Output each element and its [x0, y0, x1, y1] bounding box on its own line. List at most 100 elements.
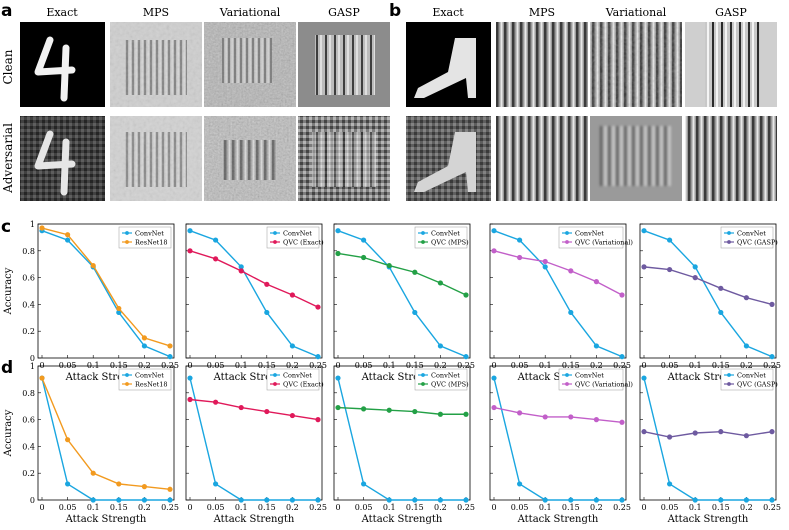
data-point: [213, 256, 219, 262]
plot-frame: [333, 223, 471, 359]
x-tick-label: 0.1: [87, 361, 100, 370]
chart-d-1: 0 0.05 0.1 0.15 0.2 0.25 0 0.2 0.4 0.6 0.8 1 Attack …: [3, 362, 179, 525]
y-tick-label: 0.2: [22, 469, 35, 478]
x-tick-label: 0.2: [590, 361, 603, 370]
data-point: [517, 410, 523, 416]
series-line-convnet: [337, 230, 467, 358]
x-tick-label: 0.15: [258, 361, 276, 370]
legend-swatch-marker: [421, 240, 425, 244]
x-tick-label: 0.15: [562, 361, 580, 370]
y-tick-label: 0.4: [22, 300, 35, 309]
legend-entry: ConvNet: [575, 371, 604, 379]
image-b-adv-exact: [406, 116, 491, 201]
data-point: [213, 481, 219, 487]
series-line-convnet: [41, 377, 170, 501]
series-line-model: [189, 250, 319, 308]
data-point: [315, 304, 321, 310]
x-tick-label: 0.05: [661, 361, 679, 370]
data-point: [65, 232, 71, 238]
x-tick-label: 0.2: [138, 503, 151, 512]
legend-swatch-marker: [565, 231, 569, 235]
x-tick-label: 0.05: [511, 503, 529, 512]
x-tick-label: 0.25: [161, 503, 179, 512]
y-tick-label: 0.4: [22, 442, 35, 451]
data-point: [463, 497, 469, 503]
x-tick-label: 0: [641, 503, 646, 512]
image-b-clean-variational: [590, 22, 682, 107]
data-point: [167, 343, 173, 349]
x-tick-label: 0.1: [383, 361, 396, 370]
x-tick-label: 0.15: [562, 503, 580, 512]
data-point: [463, 292, 469, 298]
plot-frame: [37, 223, 175, 359]
data-point: [593, 343, 600, 349]
data-point: [141, 484, 147, 490]
series-line-convnet: [493, 230, 623, 358]
series-line-convnet: [189, 377, 318, 501]
legend-entry: ConvNet: [135, 371, 164, 379]
data-point: [542, 264, 548, 270]
data-point: [386, 497, 392, 503]
legend-swatch-marker: [565, 382, 569, 386]
series-line-model: [643, 266, 773, 306]
x-tick-label: 0: [335, 361, 340, 370]
legend-swatch-marker: [421, 382, 425, 386]
x-tick-label: 0: [491, 361, 496, 370]
panel-letter-a: a: [1, 1, 12, 21]
y-tick-label: 0.6: [22, 274, 35, 283]
x-tick-label: 0: [39, 503, 44, 512]
legend-box: [720, 368, 774, 391]
x-tick-label: 0.25: [763, 361, 781, 370]
panel-letter-c: c: [1, 217, 11, 237]
data-point: [667, 237, 673, 243]
series-line-model: [643, 430, 773, 438]
data-point: [90, 497, 96, 503]
legend-swatch-marker: [125, 231, 129, 235]
data-point: [718, 497, 724, 503]
x-tick-label: 0.05: [511, 361, 529, 370]
x-tick-label: 0.1: [383, 503, 396, 512]
image-b-adv-variational: [590, 116, 682, 201]
x-tick-label: 0.1: [235, 361, 248, 370]
x-tick-label: 0.05: [355, 503, 373, 512]
row-label-clean: Clean: [1, 49, 15, 84]
legend-swatch-marker: [421, 373, 425, 377]
legend-swatch-marker: [727, 373, 731, 377]
data-point: [641, 264, 647, 270]
data-point: [769, 497, 775, 503]
data-point: [264, 281, 270, 287]
data-point: [90, 262, 96, 269]
image-b-adv-mps: [496, 116, 588, 201]
data-point: [386, 407, 392, 413]
image-a-clean-variational: [204, 22, 296, 107]
data-point: [335, 404, 341, 411]
col-header-mps-b: MPS: [529, 6, 555, 19]
data-point: [517, 254, 523, 261]
x-tick-label: 0.05: [59, 361, 77, 370]
x-tick-label: 0: [641, 361, 646, 370]
y-tick-label: 0.2: [22, 327, 35, 336]
x-tick-label: 0.2: [590, 503, 603, 512]
y-tick-label: 0.8: [22, 247, 35, 256]
data-point: [718, 285, 724, 291]
data-point: [167, 486, 173, 492]
x-tick-label: 0: [39, 361, 44, 370]
legend-box: [414, 368, 468, 391]
x-axis-label: Attack Strength: [65, 514, 147, 525]
image-a-adv-gasp: [298, 116, 390, 201]
x-tick-label: 0.1: [539, 361, 552, 370]
legend-swatch-marker: [273, 240, 277, 244]
data-point: [315, 354, 321, 360]
x-tick-label: 0.1: [539, 503, 552, 512]
data-point: [437, 411, 443, 417]
x-tick-label: 0.15: [258, 503, 276, 512]
x-tick-label: 0.2: [138, 361, 151, 370]
legend-box: [118, 226, 172, 249]
